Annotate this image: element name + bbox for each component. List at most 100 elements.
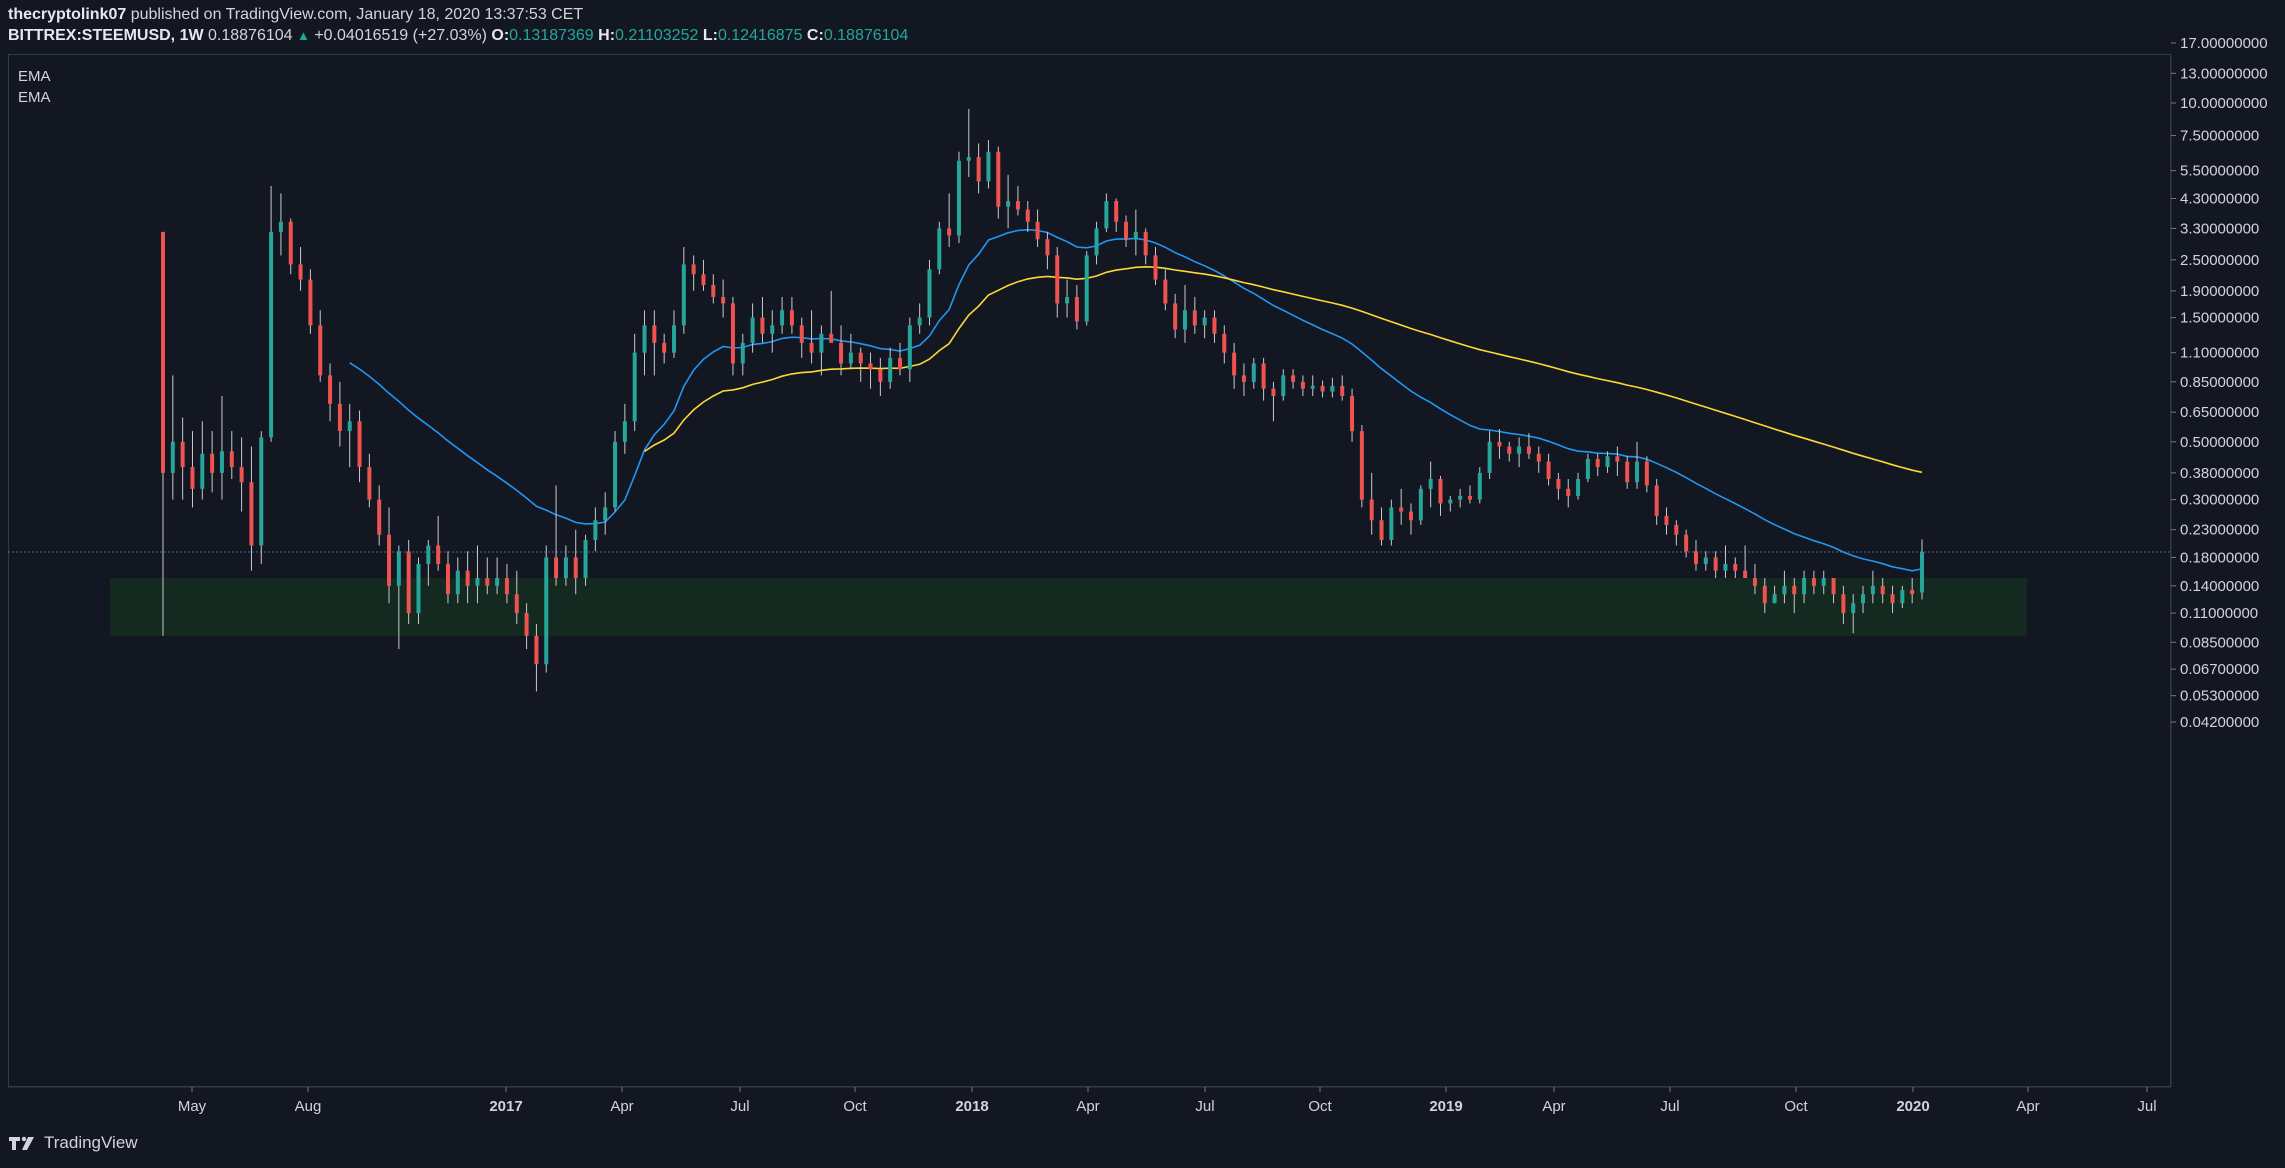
candle-body (1291, 375, 1296, 382)
candle-body (1133, 231, 1138, 240)
candle-body (966, 157, 971, 161)
candle-body (1536, 453, 1541, 462)
candle-body (770, 325, 775, 334)
x-tick-label: 2018 (955, 1098, 988, 1115)
candle-body (544, 557, 549, 665)
brand-text: TradingView (44, 1133, 138, 1152)
candle-body (799, 325, 804, 343)
candle-body (868, 363, 873, 370)
x-tick-label: Apr (2016, 1098, 2039, 1115)
candle-body (730, 303, 735, 364)
y-tick-label: 0.50000000 (2180, 434, 2259, 451)
symbol-info-bar: BITTREX:STEEMUSD, 1W 0.18876104 ▲ +0.040… (8, 27, 908, 45)
low-value: 0.12416875 (717, 27, 803, 44)
candle-body (878, 369, 883, 382)
candle-body (996, 151, 1001, 207)
candle-body (475, 578, 480, 586)
candle-body (1910, 589, 1915, 595)
candle-body (1644, 461, 1649, 486)
candle-body (1202, 317, 1207, 326)
tradingview-branding[interactable]: TradingView (8, 1133, 138, 1153)
y-tick-label: 0.08500000 (2180, 634, 2259, 651)
candle-body (1802, 578, 1807, 595)
y-tick-label: 0.85000000 (2180, 374, 2259, 391)
candle-body (1025, 209, 1030, 222)
candle-body (1831, 578, 1836, 595)
candle-body (1497, 441, 1502, 447)
ema-slow-line (644, 265, 1923, 474)
author-name[interactable]: thecryptolink07 (8, 6, 127, 23)
candle-body (1124, 221, 1129, 240)
y-tick-label: 0.18000000 (2180, 549, 2259, 566)
candle-body (1546, 461, 1551, 480)
candle-body (318, 325, 323, 376)
candle-body (603, 507, 608, 521)
candle-body (1674, 524, 1679, 535)
candle-body (976, 157, 981, 182)
candle-body (1340, 385, 1345, 396)
candle-body (1409, 511, 1414, 521)
candle-body (1743, 570, 1748, 579)
candle-body (1045, 239, 1050, 256)
candle-body (1330, 385, 1335, 392)
y-tick-label: 4.30000000 (2180, 190, 2259, 207)
candle-body (387, 534, 392, 586)
candle-body (1517, 446, 1522, 454)
last-price: 0.18876104 (208, 27, 293, 44)
candle-body (652, 325, 657, 343)
ema-legend-2[interactable]: EMA (18, 89, 51, 106)
high-label: H: (598, 27, 616, 44)
candle-body (986, 151, 991, 182)
x-tick-label: Aug (295, 1098, 322, 1115)
y-tick-label: 5.50000000 (2180, 163, 2259, 180)
x-tick-label: Jul (1195, 1098, 1214, 1115)
candle-body (740, 342, 745, 364)
x-tick-label: Oct (843, 1098, 867, 1115)
candle-body (632, 352, 637, 422)
candle-body (1841, 594, 1846, 614)
candle-body (1153, 255, 1158, 280)
candle-body (1870, 585, 1875, 595)
y-tick-label: 10.00000000 (2180, 95, 2268, 112)
candle-body (1585, 458, 1590, 480)
candle-body (1762, 585, 1767, 604)
candle-body (534, 635, 539, 665)
indicator-legend: EMA EMA (18, 66, 51, 108)
candle-body (1851, 603, 1856, 614)
candle-body (1723, 563, 1728, 571)
candle-body (839, 342, 844, 364)
candle-body (278, 221, 283, 232)
candle-body (445, 563, 450, 595)
candle-body (1752, 578, 1757, 586)
candle-body (593, 520, 598, 540)
candle-body (1861, 594, 1866, 604)
candle-body (1605, 456, 1610, 468)
high-value: 0.21103252 (615, 27, 699, 44)
support-zone (110, 578, 2027, 636)
candle-body (1890, 594, 1895, 604)
candle-body (396, 551, 401, 586)
candle-body (1389, 507, 1394, 540)
candle-body (848, 352, 853, 364)
x-tick-label: Oct (1308, 1098, 1332, 1115)
candle-body (180, 441, 185, 468)
candle-body (406, 551, 411, 614)
candle-body (219, 451, 224, 473)
candle-body (622, 421, 627, 442)
candle-body (367, 467, 372, 500)
open-value: 0.13187369 (509, 27, 594, 44)
candle-body (613, 441, 618, 508)
ema-legend-1[interactable]: EMA (18, 68, 51, 85)
candle-body (1920, 551, 1924, 593)
symbol-label[interactable]: BITTREX:STEEMUSD, 1W (8, 27, 204, 44)
candle-body (750, 317, 755, 343)
candle-body (1300, 381, 1305, 389)
candle-body (1350, 395, 1355, 432)
candle-body (1104, 201, 1109, 229)
candle-body (1772, 594, 1777, 604)
candle-body (1566, 488, 1571, 496)
candle-body (1792, 585, 1797, 595)
y-tick-label: 0.04200000 (2180, 714, 2259, 731)
published-text: published on TradingView.com, January 18… (130, 6, 584, 23)
